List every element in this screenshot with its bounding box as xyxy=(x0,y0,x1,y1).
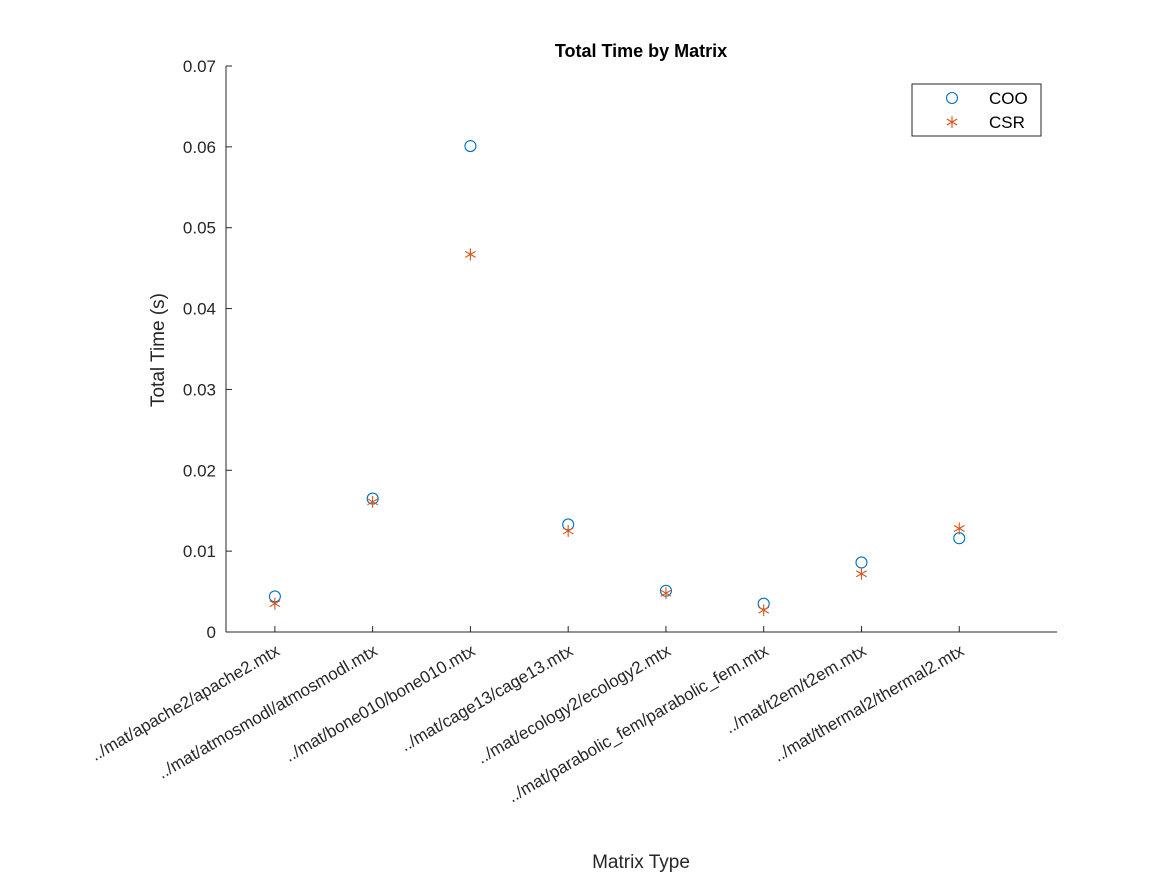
csr-point xyxy=(367,495,379,508)
legend-coo-label: COO xyxy=(989,89,1028,108)
csr-point xyxy=(269,597,281,610)
y-tick-label: 0.04 xyxy=(183,300,216,319)
y-ticks: 0 0.01 0.02 0.03 0.04 0.05 0.06 0.07 xyxy=(183,57,232,642)
csr-point xyxy=(660,587,672,600)
legend-csr-marker xyxy=(946,116,958,128)
chart-title: Total Time by Matrix xyxy=(555,41,727,61)
csr-point xyxy=(562,524,574,537)
y-tick-label: 0 xyxy=(207,623,216,642)
y-axis-label: Total Time (s) xyxy=(148,293,169,407)
legend-csr-label: CSR xyxy=(989,113,1025,132)
x-axis-label: Matrix Type xyxy=(592,852,690,873)
csr-point xyxy=(758,604,770,617)
x-ticks: ../mat/apache2/apache2.mtx../mat/atmosmo… xyxy=(88,626,968,806)
x-tick-label: ../mat/thermal2/thermal2.mtx xyxy=(770,641,967,766)
x-tick-label: ../mat/bone010/bone010.mtx xyxy=(281,641,478,766)
x-tick-label: ../mat/cage13/cage13.mtx xyxy=(397,641,576,756)
y-tick-label: 0.05 xyxy=(183,219,216,238)
y-tick-label: 0.06 xyxy=(183,138,216,157)
legend-box xyxy=(911,83,1042,137)
csr-point xyxy=(953,522,965,535)
y-tick-label: 0.03 xyxy=(183,380,216,399)
markers xyxy=(268,139,966,617)
axes-box xyxy=(226,66,1057,632)
y-tick-label: 0.02 xyxy=(183,461,216,480)
plot-area xyxy=(225,66,1057,633)
csr-point xyxy=(855,567,867,580)
legend: COO CSR xyxy=(911,83,1042,137)
y-tick-label: 0.01 xyxy=(183,542,216,561)
x-tick-label: ../mat/apache2/apache2.mtx xyxy=(88,641,284,765)
y-tick-label: 0.07 xyxy=(183,57,216,76)
csr-point xyxy=(464,248,476,261)
legend-coo-marker xyxy=(945,91,959,105)
coo-point xyxy=(464,139,477,153)
